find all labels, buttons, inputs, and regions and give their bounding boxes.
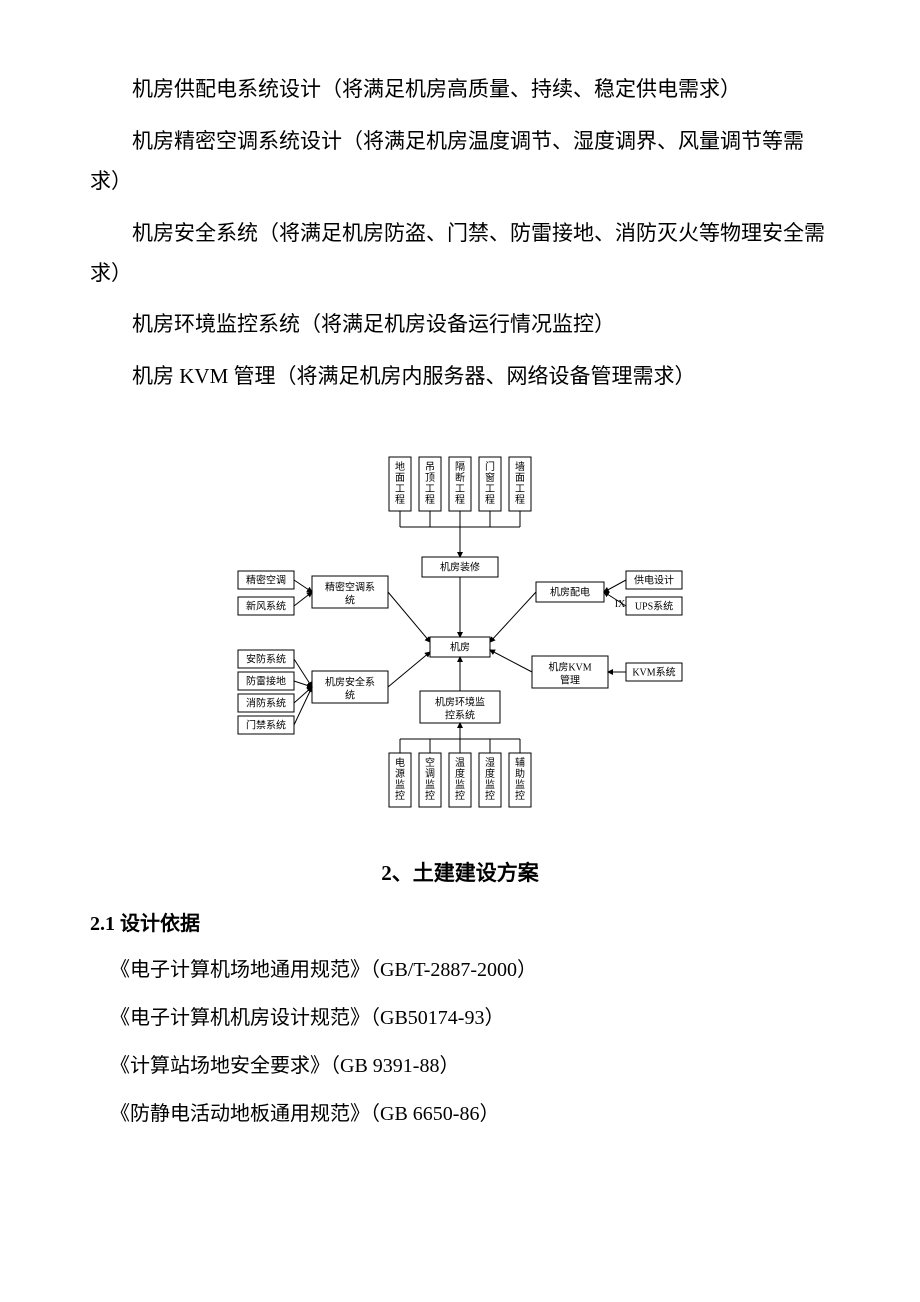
svg-text:门窗工程: 门窗工程 <box>485 460 495 506</box>
svg-text:辅助监控: 辅助监控 <box>515 756 525 802</box>
svg-text:湿度监控: 湿度监控 <box>485 757 495 802</box>
svg-text:供电设计: 供电设计 <box>634 574 674 587</box>
section-2-1-title: 2.1 设计依据 <box>90 907 830 936</box>
paragraph-1: 机房供配电系统设计（将满足机房高质量、持续、稳定供电需求） <box>90 70 830 110</box>
svg-text:UPS系统: UPS系统 <box>635 600 673 613</box>
svg-text:统: 统 <box>345 594 355 607</box>
document-page: 机房供配电系统设计（将满足机房高质量、持续、稳定供电需求） 机房精密空调系统设计… <box>0 0 920 1302</box>
section-2-title: 2、土建建设方案 <box>90 857 830 887</box>
svg-text:机房环境监: 机房环境监 <box>435 696 485 709</box>
svg-text:精密空调: 精密空调 <box>246 574 286 587</box>
svg-text:防雷接地: 防雷接地 <box>246 675 286 688</box>
svg-text:机房安全系: 机房安全系 <box>325 676 375 689</box>
svg-text:电源监控: 电源监控 <box>395 756 405 802</box>
svg-text:精密空调系: 精密空调系 <box>325 581 375 594</box>
svg-text:消防系统: 消防系统 <box>246 697 286 710</box>
svg-text:管理: 管理 <box>560 674 580 687</box>
svg-text:统: 统 <box>345 689 355 702</box>
svg-text:门禁系统: 门禁系统 <box>246 719 286 732</box>
svg-text:墙面工程: 墙面工程 <box>515 460 525 506</box>
system-diagram: IX机房机房装修地面工程吊顶工程隔断工程门窗工程墙面工程精密空调系统精密空调新风… <box>220 437 700 817</box>
svg-text:安防系统: 安防系统 <box>246 653 286 666</box>
paragraph-2: 机房精密空调系统设计（将满足机房温度调节、湿度调界、风量调节等需求） <box>90 122 830 202</box>
paragraph-3: 机房安全系统（将满足机房防盗、门禁、防雷接地、消防灭火等物理安全需求） <box>90 214 830 294</box>
svg-text:温度监控: 温度监控 <box>455 757 465 802</box>
reference-4: 《防静电活动地板通用规范》（GB 6650-86） <box>90 1094 830 1134</box>
svg-text:地面工程: 地面工程 <box>395 460 405 506</box>
svg-text:新风系统: 新风系统 <box>246 600 286 613</box>
svg-text:空调监控: 空调监控 <box>425 756 435 802</box>
svg-text:机房: 机房 <box>450 641 470 654</box>
svg-text:KVM系统: KVM系统 <box>632 666 675 679</box>
reference-3: 《计算站场地安全要求》（GB 9391-88） <box>90 1046 830 1086</box>
reference-1: 《电子计算机场地通用规范》（GB/T-2887-2000） <box>90 950 830 990</box>
diagram-container: IX机房机房装修地面工程吊顶工程隔断工程门窗工程墙面工程精密空调系统精密空调新风… <box>90 437 830 817</box>
svg-text:机房装修: 机房装修 <box>440 561 480 574</box>
paragraph-4: 机房环境监控系统（将满足机房设备运行情况监控） <box>90 305 830 345</box>
svg-text:隔断工程: 隔断工程 <box>455 461 465 506</box>
svg-text:吊顶工程: 吊顶工程 <box>425 461 435 506</box>
svg-text:机房配电: 机房配电 <box>550 586 590 599</box>
svg-text:控系统: 控系统 <box>445 709 475 722</box>
reference-2: 《电子计算机机房设计规范》（GB50174-93） <box>90 998 830 1038</box>
svg-text:机房KVM: 机房KVM <box>548 661 591 674</box>
paragraph-5: 机房 KVM 管理（将满足机房内服务器、网络设备管理需求） <box>90 357 830 397</box>
